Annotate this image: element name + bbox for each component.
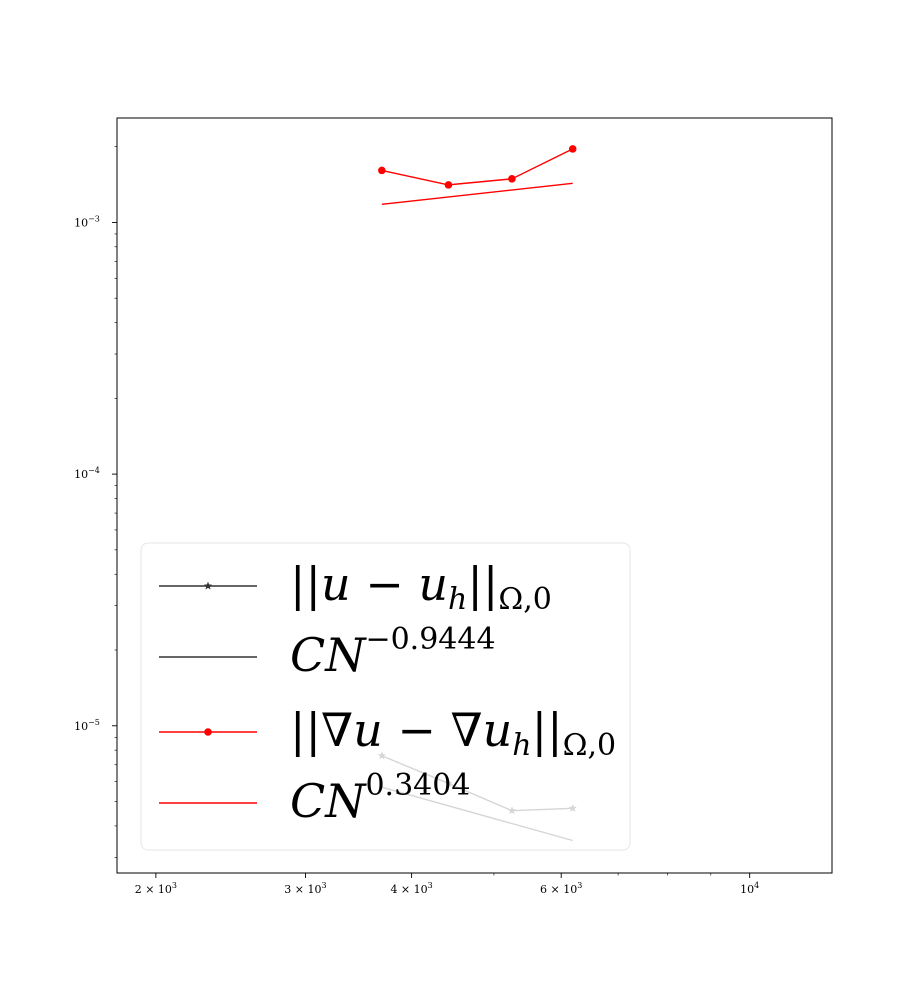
x-tick-exp-3: 3 xyxy=(577,881,582,890)
legend-label-sup-1: −0.9444 xyxy=(365,622,495,657)
legend-label-sub-2: Ω,0 xyxy=(563,728,617,763)
x-tick-exp-1: 3 xyxy=(322,881,327,890)
data-point-2-1 xyxy=(444,181,453,189)
x-tick-base-2: 4 × 10 xyxy=(390,883,427,896)
series-line-2 xyxy=(381,148,574,186)
legend-label-sub-h-0: h xyxy=(448,582,467,617)
legend-label-main-1: CN xyxy=(290,628,367,682)
y-tick-exp-2: −3 xyxy=(88,214,100,223)
y-tick-label-0: 10−5 xyxy=(74,718,100,733)
legend: ||u − uh||Ω,0CN−0.9444||∇u − ∇uh||Ω,0CN0… xyxy=(140,542,631,851)
axis-ticks: 2 × 103 3 × 103 4 × 103 6 × 103 10410−510−41… xyxy=(74,146,759,896)
legend-label-sub-0: Ω,0 xyxy=(498,582,552,617)
data-point-2-0 xyxy=(378,166,386,175)
legend-handle-marker-0 xyxy=(203,581,213,590)
series-line-3 xyxy=(381,182,573,206)
legend-label-sup-3: 0.3404 xyxy=(365,768,470,803)
x-tick-exp-0: 3 xyxy=(172,881,177,890)
series-2 xyxy=(378,145,577,189)
y-tick-base-2: 10 xyxy=(74,216,88,229)
x-tick-label-0: 2 × 103 xyxy=(135,881,177,896)
series-3 xyxy=(381,182,573,206)
legend-label-main-0: ||u − u xyxy=(290,557,448,611)
y-tick-exp-1: −4 xyxy=(88,466,100,475)
legend-label-sub-h-2: h xyxy=(512,728,531,763)
x-tick-exp-4: 4 xyxy=(754,881,759,890)
legend-frame xyxy=(140,542,631,851)
legend-entry-0: ||u − uh||Ω,0 xyxy=(159,557,552,617)
legend-handle-marker-2 xyxy=(204,728,212,736)
x-tick-label-4: 104 xyxy=(740,881,759,896)
data-point-2-3 xyxy=(568,145,577,153)
data-point-2-2 xyxy=(508,175,516,183)
y-tick-base-1: 10 xyxy=(74,468,88,481)
x-tick-exp-2: 3 xyxy=(428,881,433,890)
legend-label-0: ||u − uh||Ω,0 xyxy=(290,557,552,617)
legend-label-2: ||∇u − ∇uh||Ω,0 xyxy=(290,703,616,763)
x-tick-label-2: 4 × 103 xyxy=(390,881,432,896)
y-tick-label-2: 10−3 xyxy=(74,214,100,229)
legend-entry-2: ||∇u − ∇uh||Ω,0 xyxy=(159,703,616,763)
legend-entry-3: CN0.3404 xyxy=(159,768,470,828)
legend-label-1: CN−0.9444 xyxy=(290,622,496,682)
legend-label-main-3: CN xyxy=(290,774,367,828)
legend-label-tail-0: || xyxy=(467,557,498,611)
legend-entry-1: CN−0.9444 xyxy=(159,622,496,682)
x-tick-label-1: 3 × 103 xyxy=(284,881,326,896)
x-tick-base-4: 10 xyxy=(740,883,754,896)
legend-label-main-2: ||∇u − ∇u xyxy=(290,703,512,757)
y-tick-exp-0: −5 xyxy=(88,718,100,727)
x-tick-base-0: 2 × 10 xyxy=(135,883,172,896)
y-tick-base-0: 10 xyxy=(74,720,88,733)
x-tick-label-3: 6 × 103 xyxy=(540,881,582,896)
y-tick-label-1: 10−4 xyxy=(74,466,100,481)
x-tick-base-1: 3 × 10 xyxy=(284,883,321,896)
legend-label-3: CN0.3404 xyxy=(290,768,470,828)
x-tick-base-3: 6 × 10 xyxy=(540,883,577,896)
legend-label-tail-2: || xyxy=(532,703,563,757)
